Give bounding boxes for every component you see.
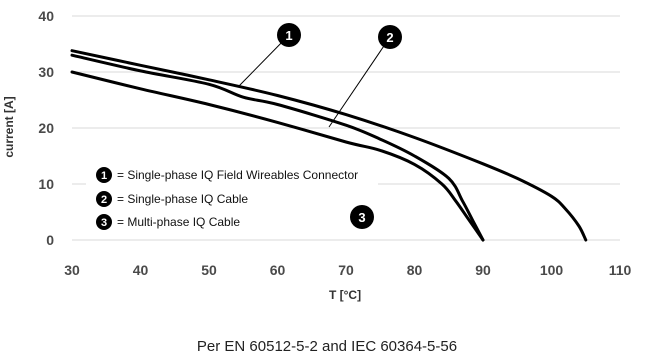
x-tick-label: 90: [475, 262, 491, 278]
legend-entry-3: = Multi-phase IQ Cable: [117, 215, 240, 229]
y-axis-label: current [A]: [2, 96, 16, 157]
y-tick-label: 0: [46, 232, 54, 248]
x-tick-label: 40: [133, 262, 149, 278]
callout-number-2: 2: [386, 30, 393, 45]
legend: 1 = Single-phase IQ Field Wireables Conne…: [96, 167, 358, 230]
x-tick-label: 60: [270, 262, 286, 278]
legend-entry-1: = Single-phase IQ Field Wireables Connec…: [117, 168, 358, 182]
x-tick-label: 70: [338, 262, 354, 278]
x-tick-label: 30: [64, 262, 80, 278]
legend-entry-2: = Single-phase IQ Cable: [117, 192, 248, 206]
y-tick-label: 20: [38, 120, 54, 136]
callout-badge-1: [277, 23, 301, 47]
x-tick-label: 50: [201, 262, 217, 278]
x-tick-labels: 30 40 50 60 70 80 90 100 110: [64, 262, 631, 278]
y-tick-labels: 0 10 20 30 40: [38, 8, 54, 248]
series-line-1: [70, 49, 588, 242]
legend-marker-1: [96, 167, 112, 183]
callout-number-1: 1: [285, 28, 292, 43]
x-tick-label: 110: [609, 262, 632, 278]
series-lines: [70, 49, 588, 242]
legend-marker-3: [96, 214, 112, 230]
y-tick-label: 40: [38, 8, 54, 24]
legend-marker-number: 2: [101, 194, 107, 206]
callout-badge-2: [378, 25, 402, 49]
callout-leader-2: [328, 36, 391, 128]
x-axis-label: T [°C]: [329, 288, 361, 302]
legend-marker-2: [96, 191, 112, 207]
legend-marker-number: 1: [101, 170, 107, 182]
series-line-3: [70, 70, 485, 242]
legend-background: [86, 153, 378, 235]
footnote: Per EN 60512-5-2 and IEC 60364-5-56: [196, 338, 458, 355]
callout-number-3: 3: [358, 210, 365, 225]
x-tick-label: 100: [540, 262, 564, 278]
y-tick-label: 10: [38, 176, 54, 192]
callouts: 1 2 3: [238, 23, 402, 229]
callout-badge-3: [350, 205, 374, 229]
legend-marker-number: 3: [101, 217, 107, 229]
y-tick-label: 30: [38, 64, 54, 80]
x-tick-label: 80: [407, 262, 423, 278]
series-line-2: [70, 53, 485, 242]
